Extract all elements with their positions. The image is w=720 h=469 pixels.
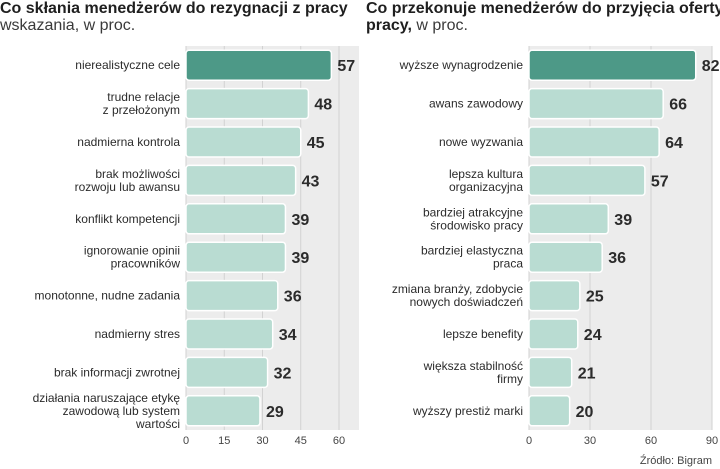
bar — [185, 395, 261, 427]
category-label: monotonne, nudne zadania — [35, 289, 181, 303]
category-label: nadmierna kontrola — [77, 135, 180, 149]
value-label: 39 — [291, 212, 309, 229]
value-label: 39 — [614, 212, 632, 229]
category-label: nowe wyzwania — [439, 135, 523, 149]
bar — [528, 241, 603, 273]
category-label: awans zawodowy — [429, 97, 523, 111]
value-label: 48 — [314, 97, 332, 114]
value-label: 57 — [651, 173, 669, 190]
category-label: wyższy prestiż marki — [412, 404, 523, 418]
category-label: bardziej elastyczna praca — [421, 244, 523, 271]
bar — [185, 126, 302, 158]
value-label: 20 — [576, 404, 594, 421]
value-label: 34 — [279, 327, 297, 344]
category-label: konflikt kompetencji — [75, 212, 180, 226]
bar — [528, 356, 573, 389]
bar — [528, 279, 581, 312]
x-tick-label: 15 — [218, 435, 230, 447]
chart-subtitle: w proc. — [416, 17, 468, 34]
bar — [185, 356, 269, 389]
chart-panel-offer-reasons: Co przekonuje menedżerów do przyjęcia of… — [366, 0, 720, 469]
x-tick-label: 0 — [526, 435, 532, 447]
value-label: 57 — [337, 58, 355, 75]
category-label: lepsze benefity — [443, 327, 523, 341]
source-note: Źródło: Bigram — [639, 455, 712, 467]
value-label: 25 — [586, 289, 604, 306]
category-label: wyższe wynagrodzenie — [399, 58, 524, 72]
category-label: brak informacji zwrotnej — [54, 365, 180, 379]
category-label: bardziej atrakcyjne środowisko pracy — [423, 205, 523, 232]
bar — [528, 395, 571, 427]
value-label: 32 — [274, 365, 292, 382]
bar-chart-offer-reasons: 0 30 60 90 82 wyższe wynagrodzenie 66 awans zaw… — [392, 46, 720, 447]
value-label: 45 — [307, 135, 325, 152]
category-label: nierealistyczne cele — [75, 58, 180, 72]
bar — [528, 126, 660, 158]
bar — [528, 164, 646, 197]
value-label: 39 — [291, 250, 309, 267]
chart-title-right: Co przekonuje menedżerów do przyjęcia of… — [366, 0, 720, 34]
bar — [185, 164, 297, 197]
x-tick-label: 0 — [183, 435, 189, 447]
bar — [185, 241, 287, 273]
category-label: brak możliwości rozwoju lub awansu — [75, 167, 180, 194]
value-label: 43 — [302, 173, 320, 190]
category-label: większa stabilność firmy — [423, 359, 523, 386]
value-label: 21 — [578, 365, 596, 382]
x-tick-label: 90 — [706, 435, 718, 447]
bar — [528, 87, 664, 120]
value-label: 82 — [702, 58, 720, 75]
value-label: 64 — [665, 135, 683, 152]
category-label: ignorowanie opinii pracowników — [84, 244, 180, 271]
value-label: 66 — [669, 97, 687, 114]
category-label: trudne relacje z przełożonym — [103, 90, 181, 117]
category-label: działania naruszające etykę zawodową lub … — [33, 391, 181, 431]
chart-title-left: Co skłania menedżerów do rezygnacji z pr… — [0, 0, 348, 34]
value-label: 24 — [584, 327, 602, 344]
chart-subtitle: wskazania, w proc. — [0, 17, 136, 34]
chart-title-line-1: Co przekonuje menedżerów do przyjęcia of… — [366, 0, 720, 17]
x-tick-label: 30 — [584, 435, 596, 447]
category-label: lepsza kultura organizacyjna — [449, 167, 523, 194]
bar — [528, 318, 579, 350]
x-tick-label: 45 — [295, 435, 307, 447]
chart-title-line-2: pracy, — [366, 17, 412, 34]
bar — [185, 318, 274, 350]
bar — [185, 203, 287, 235]
value-label: 36 — [608, 250, 626, 267]
bar — [185, 279, 279, 312]
chart-title-text: Co skłania menedżerów do rezygnacji z pr… — [0, 0, 348, 17]
chart-panel-quit-reasons: Co skłania menedżerów do rezygnacji z pr… — [0, 0, 359, 447]
category-label: nadmierny stres — [95, 327, 180, 341]
bar-chart-quit-reasons: 0 15 30 45 60 57 nierealistyczne cele 48 trudne … — [33, 46, 359, 447]
category-label: zmiana branży, zdobycie nowych doświadcze… — [392, 282, 524, 309]
bar — [528, 203, 610, 235]
value-label: 36 — [284, 289, 302, 306]
x-tick-label: 30 — [256, 435, 268, 447]
bar — [185, 87, 310, 120]
bar — [185, 49, 333, 81]
x-tick-label: 60 — [333, 435, 345, 447]
value-label: 29 — [266, 404, 284, 421]
x-tick-label: 60 — [645, 435, 657, 447]
bar — [528, 49, 697, 81]
